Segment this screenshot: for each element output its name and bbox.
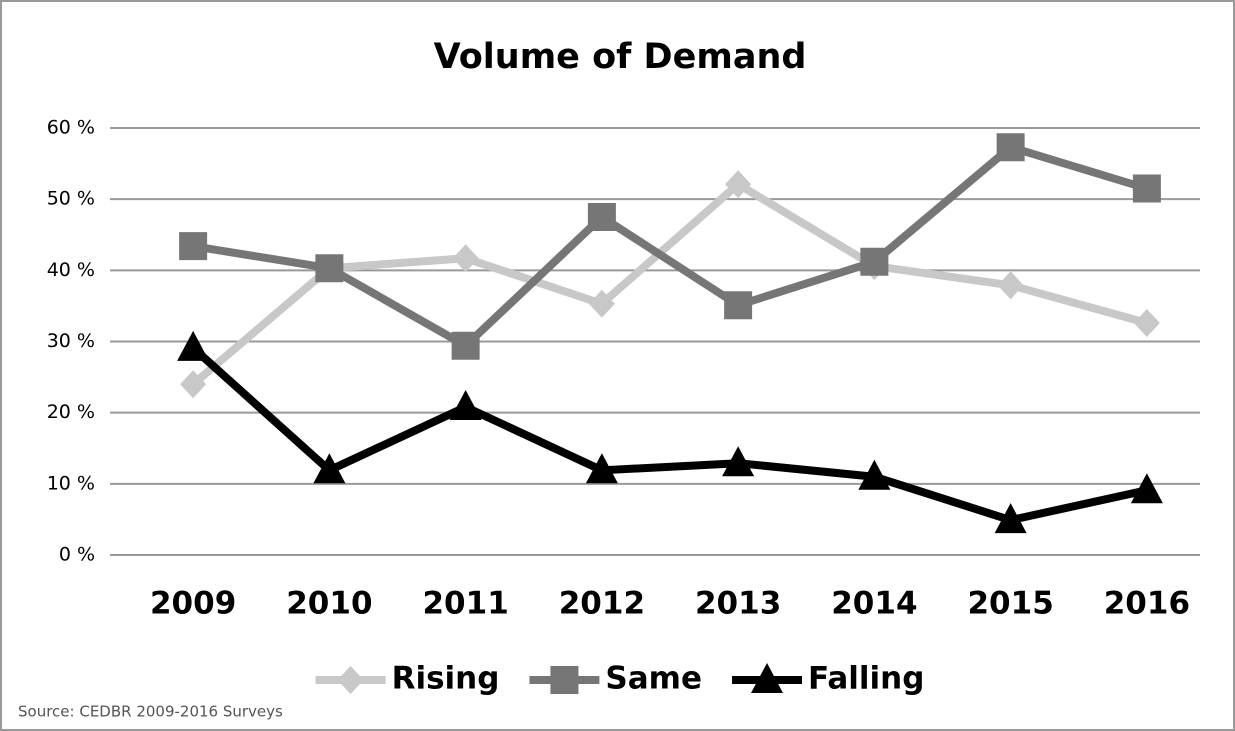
series-marker (585, 453, 618, 484)
series-line (190, 344, 1148, 525)
y-tick-label: 60 % (47, 117, 95, 139)
y-tick-label: 40 % (47, 259, 95, 281)
series-marker (1130, 473, 1163, 504)
x-tick-label: 2012 (559, 586, 645, 622)
y-tick-label: 0 % (59, 544, 95, 566)
legend-label: Same (605, 661, 702, 697)
y-tick-label: 50 % (47, 188, 95, 210)
series-line (192, 143, 1149, 350)
legend-marker (550, 666, 579, 694)
series-marker (313, 453, 346, 484)
series-marker (996, 133, 1025, 162)
x-tick-label: 2016 (1104, 586, 1190, 622)
series-marker (1132, 174, 1161, 203)
legend-marker (751, 663, 783, 693)
x-tick-label: 2010 (286, 586, 372, 622)
legend-label: Rising (392, 661, 500, 697)
legend-label: Falling (808, 661, 924, 697)
series-marker (177, 330, 210, 361)
x-tick-label: 2015 (967, 586, 1053, 622)
x-tick-label: 2009 (150, 586, 236, 622)
legend-marker (337, 666, 364, 694)
series-marker (588, 289, 615, 318)
series-marker (587, 202, 616, 231)
source-note: Source: CEDBR 2009-2016 Surveys (18, 703, 283, 721)
series-marker (180, 370, 207, 399)
series-marker (725, 170, 752, 199)
series-marker (722, 446, 755, 477)
series-line (190, 180, 1148, 388)
y-tick-label: 10 % (47, 472, 95, 494)
x-tick-label: 2011 (422, 586, 508, 622)
y-tick-label: 20 % (47, 401, 95, 423)
series-marker (179, 232, 208, 261)
series-marker (994, 503, 1027, 534)
series-marker (860, 247, 889, 276)
chart-title: Volume of Demand (434, 37, 807, 77)
series-marker (449, 389, 482, 420)
series-marker (1133, 308, 1160, 337)
series-marker (724, 291, 753, 320)
x-tick-label: 2013 (695, 586, 781, 622)
series-marker (858, 459, 891, 490)
series-marker (451, 331, 480, 360)
series-marker (452, 244, 479, 273)
y-tick-label: 30 % (47, 330, 95, 352)
series-marker (997, 271, 1024, 300)
x-tick-label: 2014 (831, 586, 917, 622)
series-marker (315, 254, 344, 283)
